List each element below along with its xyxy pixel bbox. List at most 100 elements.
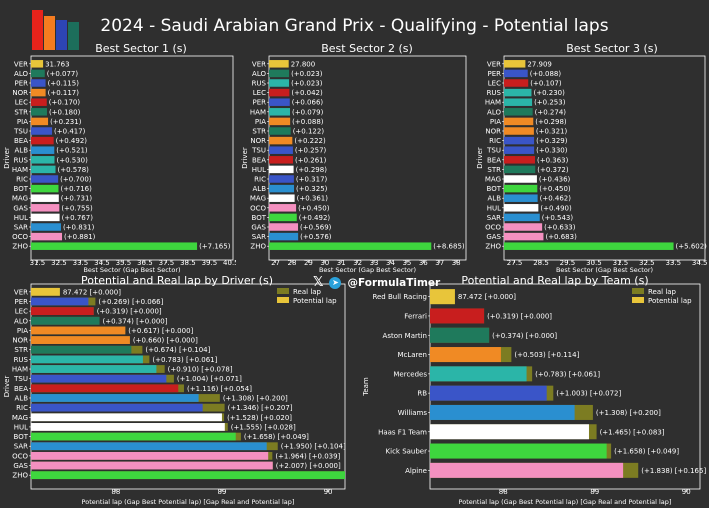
potential-lap-bar: [31, 451, 269, 460]
data-label: (+0.274): [535, 108, 567, 116]
potential-lap-bar: [31, 307, 94, 316]
data-label: 27.800: [291, 60, 316, 68]
potential-lap-bar: [31, 355, 143, 364]
potential-lap-bar: [430, 404, 575, 420]
bar: [269, 117, 291, 126]
bar: [269, 165, 294, 174]
category-label: Ferrari: [404, 312, 427, 320]
potential-lap-bar: [430, 327, 490, 343]
bar: [31, 69, 45, 78]
bar: [269, 213, 297, 222]
data-label: (+0.450): [298, 204, 330, 212]
potential-lap-bar: [430, 424, 589, 440]
data-label: (+1.004) [+0.071]: [177, 375, 242, 383]
category-label: VER: [14, 60, 28, 68]
potential-lap-bar: [31, 374, 167, 383]
potential-lap-bar: [430, 385, 547, 401]
potential-lap-bar: [430, 347, 501, 363]
data-label: (+1.964) [+0.039]: [275, 452, 340, 460]
bar: [504, 242, 674, 250]
category-label: GAS: [251, 224, 266, 232]
x-tick-label: 88: [111, 488, 120, 496]
data-label: 31.763: [45, 60, 70, 68]
x-tick-label: 34.5: [692, 259, 708, 267]
bar: [504, 204, 539, 212]
x-tick-label: 40.5: [223, 259, 236, 267]
potential-lap-bar: [31, 287, 60, 296]
bar: [269, 156, 293, 164]
category-label: RUS: [14, 156, 29, 164]
y-axis-label: Driver: [476, 147, 484, 169]
bar: [269, 98, 290, 106]
data-label: (+0.117): [48, 89, 80, 97]
chart-title: Best Sector 1 (s): [95, 42, 187, 55]
bar: [504, 69, 528, 78]
category-label: STR: [252, 128, 266, 136]
bar: [31, 146, 55, 154]
x-tick-label: 32.5: [51, 259, 67, 267]
category-label: RIC: [16, 176, 28, 184]
category-label: HUL: [252, 166, 266, 174]
bar: [269, 242, 432, 250]
data-label: (+0.530): [56, 156, 88, 164]
data-label: (+0.023): [291, 80, 323, 88]
category-label: MAG: [12, 414, 28, 422]
category-label: Kick Sauber: [386, 448, 428, 456]
category-label: BEA: [252, 156, 266, 164]
y-axis-label: Team: [362, 377, 370, 397]
data-label: (+0.462): [540, 195, 572, 203]
x-tick-label: 28.5: [533, 259, 549, 267]
data-label: (+0.783) [+0.061]: [152, 356, 217, 364]
category-label: Red Bull Racing: [372, 293, 427, 301]
x-tick-label: 33.5: [665, 259, 681, 267]
data-label: (+0.317): [296, 176, 328, 184]
potential-lap-bar: [31, 345, 132, 354]
bar: [31, 136, 54, 145]
data-label: 87.472 [+0.000]: [458, 293, 516, 301]
category-label: RUS: [252, 80, 267, 88]
logo-bar: [32, 10, 43, 50]
bar: [269, 232, 299, 241]
data-label: (+0.783) [+0.061]: [535, 370, 600, 378]
x-tick-label: 39.5: [202, 259, 218, 267]
legend-swatch: [632, 297, 644, 303]
data-label: (+0.881): [64, 233, 96, 241]
x-tick-label: 28: [288, 259, 297, 267]
data-label: (+0.374) [+0.000]: [492, 332, 557, 340]
category-label: Haas F1 Team: [378, 428, 427, 436]
category-label: ZHO: [485, 243, 501, 251]
category-label: ZHO: [250, 243, 266, 251]
data-label: (+0.107): [530, 80, 562, 88]
category-label: PER: [487, 70, 501, 78]
x-tick-label: 32: [353, 259, 362, 267]
potential-lap-bar: [31, 336, 130, 344]
data-label: (+1.658) [+0.049]: [244, 433, 309, 441]
bar: [31, 232, 63, 241]
bar: [31, 108, 47, 116]
category-label: PER: [252, 99, 266, 107]
chart-title: Potential and Real lap by Driver (s): [81, 274, 273, 287]
bar: [31, 79, 46, 87]
logo-bar: [56, 20, 67, 50]
data-label: (+0.321): [536, 128, 568, 136]
data-label: (+0.042): [291, 89, 323, 97]
x-tick-label: 29.5: [560, 259, 576, 267]
category-label: LEC: [15, 308, 28, 316]
bar: [269, 184, 295, 193]
data-label: (+0.755): [61, 204, 93, 212]
data-label: (+0.319) [+0.000]: [487, 312, 552, 320]
category-label: BEA: [487, 156, 501, 164]
category-label: GAS: [13, 204, 28, 212]
bar: [504, 165, 536, 174]
category-label: NOR: [250, 137, 266, 145]
bar: [31, 60, 44, 68]
bar: [504, 175, 537, 183]
bar: [31, 213, 60, 222]
x-tick-label: 90: [324, 488, 333, 496]
data-label: (+0.298): [535, 118, 567, 126]
bar: [269, 108, 290, 116]
data-label: (+0.361): [297, 195, 329, 203]
x-tick-label: 36: [419, 259, 428, 267]
data-label: (+0.115): [48, 80, 80, 88]
category-label: NOR: [485, 128, 501, 136]
